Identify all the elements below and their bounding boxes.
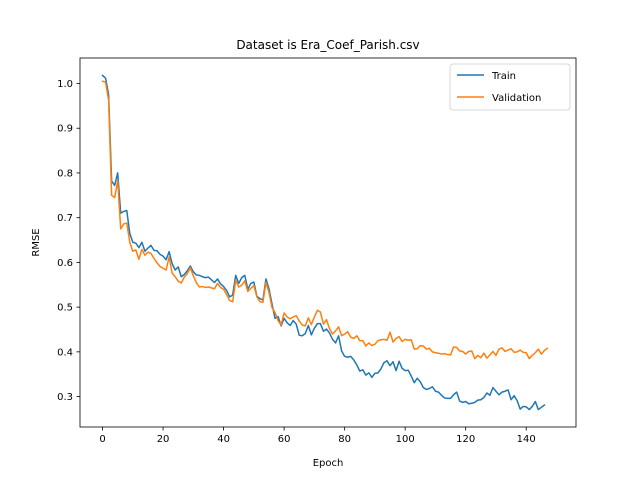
y-tick-label: 0.4 <box>57 347 73 358</box>
axes-frame <box>79 57 577 428</box>
legend-label-validation: Validation <box>492 93 541 104</box>
x-tick-label: 120 <box>456 434 475 445</box>
y-tick-label: 0.5 <box>57 303 73 314</box>
plot-area <box>79 57 577 428</box>
series-line-validation <box>101 80 549 360</box>
y-tick-label: 0.9 <box>57 124 73 135</box>
y-axis-label: RMSE <box>31 228 42 256</box>
x-tick-label: 60 <box>278 434 291 445</box>
y-tick-label: 0.3 <box>57 392 73 403</box>
x-tick-label: 100 <box>396 434 415 445</box>
y-tick-label: 0.6 <box>57 258 73 269</box>
legend-label-train: Train <box>491 71 516 82</box>
chart-title: Dataset is Era_Coef_Parish.csv <box>236 38 419 52</box>
x-tick-label: 0 <box>99 434 105 445</box>
x-axis: 0 20 40 60 80 100 120 140 <box>99 427 536 445</box>
series-line-train <box>101 74 546 411</box>
y-tick-label: 0.8 <box>57 168 73 179</box>
y-tick-label: 1.0 <box>57 79 73 90</box>
x-tick-label: 140 <box>517 434 536 445</box>
x-tick-label: 20 <box>157 434 170 445</box>
x-tick-label: 40 <box>217 434 230 445</box>
x-tick-label: 80 <box>338 434 351 445</box>
legend: Train Validation <box>449 63 571 111</box>
x-axis-label: Epoch <box>313 458 344 469</box>
y-tick-label: 0.7 <box>57 213 73 224</box>
y-axis: 0.3 0.4 0.5 0.6 0.7 0.8 0.9 1.0 <box>57 79 80 403</box>
